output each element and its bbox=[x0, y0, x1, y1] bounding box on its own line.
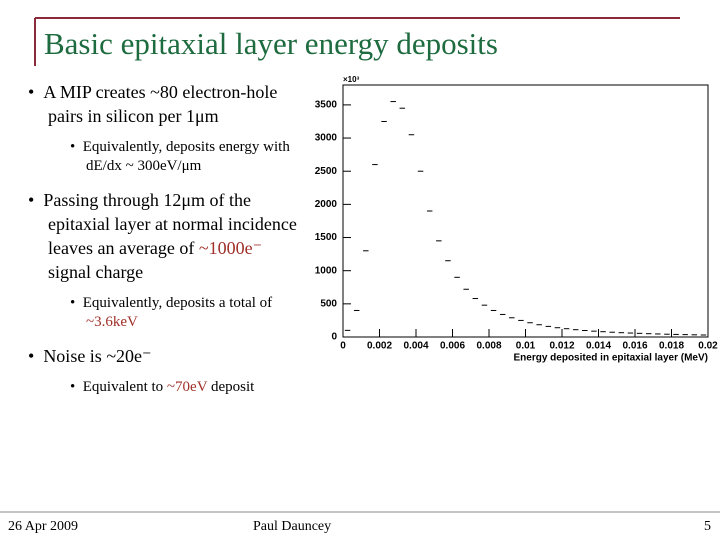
plot-frame bbox=[342, 84, 709, 338]
y-tick-label: 1500 bbox=[315, 232, 338, 243]
page-number: 5 bbox=[704, 519, 711, 534]
x-tick-label: 0.01 bbox=[516, 341, 536, 352]
bullet: • Equivalently, deposits energy with dE/… bbox=[28, 138, 308, 176]
x-tick-label: 0.008 bbox=[476, 341, 501, 352]
bullet-text: deposit bbox=[207, 379, 255, 395]
x-tick-label: 0.004 bbox=[403, 341, 428, 352]
slide-title: Basic epitaxial layer energy deposits bbox=[44, 26, 498, 61]
highlight-text: ~70eV bbox=[166, 379, 208, 395]
highlight-text: ~3.6keV bbox=[86, 314, 138, 330]
bullet-text: signal charge bbox=[48, 262, 144, 282]
y-tick-label: 2000 bbox=[315, 199, 338, 210]
bullet: • Equivalent to ~70eV deposit bbox=[28, 378, 308, 397]
bullet: • A MIP creates ~80 electron-hole pairs … bbox=[28, 80, 308, 128]
x-tick-label: 0.002 bbox=[367, 341, 392, 352]
footer-author: Paul Dauncey bbox=[253, 519, 332, 534]
x-tick-label: 0.016 bbox=[622, 341, 647, 352]
y-tick-label: 3500 bbox=[315, 100, 338, 111]
x-tick-label: 0.006 bbox=[440, 341, 465, 352]
bullet-dot: • bbox=[28, 190, 44, 210]
bullet-text: Passing through 12μm of the epitaxial la… bbox=[43, 190, 297, 258]
y-tick-label: 1000 bbox=[315, 265, 338, 276]
bullet-dot: • bbox=[28, 82, 44, 102]
histogram: ×10³ Energy deposited in epitaxial layer… bbox=[315, 75, 718, 364]
bullet: • Passing through 12μm of the epitaxial … bbox=[28, 188, 308, 284]
bullet-dot: • bbox=[28, 346, 44, 366]
y-tick-label: 2500 bbox=[315, 166, 338, 177]
bullet-text: Equivalent to bbox=[82, 379, 167, 395]
x-tick-label: 0.012 bbox=[549, 341, 574, 352]
y-tick-label: 3000 bbox=[315, 133, 338, 144]
bullet-text: A MIP creates ~80 electron-hole pairs in… bbox=[43, 82, 278, 126]
highlight-text: ~1000e⁻ bbox=[198, 238, 263, 258]
footer-date: 26 Apr 2009 bbox=[8, 519, 78, 534]
bullet-text: Equivalently, deposits energy with dE/dx… bbox=[82, 139, 290, 174]
bullet-dot: • bbox=[70, 379, 83, 395]
bullet-text: Equivalently, deposits a total of bbox=[82, 295, 273, 311]
x-tick-label: 0 bbox=[340, 341, 346, 352]
bullet-text: Noise is ~20e⁻ bbox=[43, 346, 152, 366]
x-tick-label: 0.018 bbox=[659, 341, 684, 352]
x-tick-label: 0.014 bbox=[586, 341, 611, 352]
bullet: • Noise is ~20e⁻ bbox=[28, 344, 308, 368]
y-tick-label: 0 bbox=[331, 332, 337, 343]
y-multiplier: ×10³ bbox=[343, 75, 360, 84]
bullet-dot: • bbox=[70, 295, 83, 311]
x-tick-label: 0.02 bbox=[698, 341, 718, 352]
bullet: • Equivalently, deposits a total of ~3.6… bbox=[28, 294, 308, 332]
y-tick-label: 500 bbox=[320, 298, 337, 309]
bullet-dot: • bbox=[70, 139, 83, 155]
x-axis-title: Energy deposited in epitaxial layer (MeV… bbox=[513, 353, 708, 364]
bullet-list: • A MIP creates ~80 electron-hole pairs … bbox=[28, 80, 308, 409]
